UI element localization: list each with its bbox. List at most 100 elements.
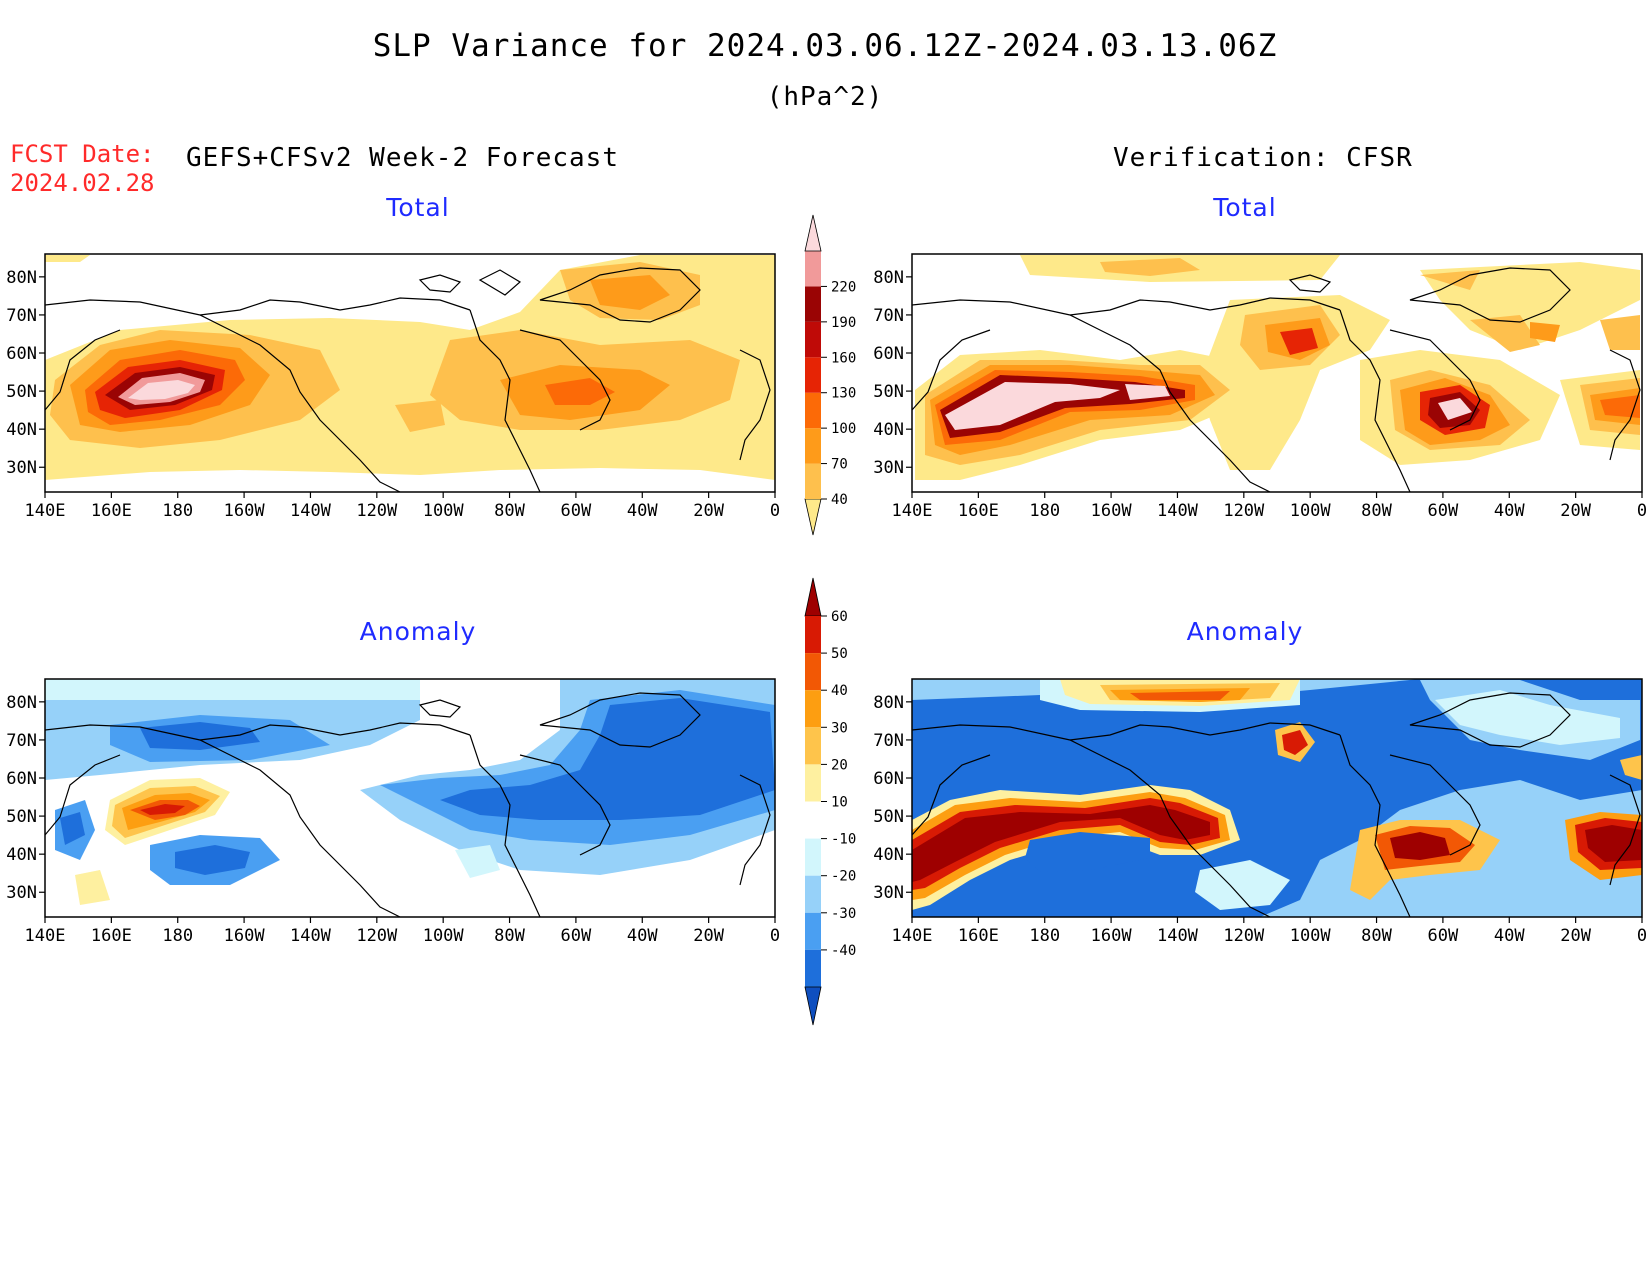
- lat-tick-label: 60N: [873, 344, 904, 364]
- colorbar-segment: [805, 727, 821, 765]
- units-label: (hPa^2): [766, 82, 884, 112]
- colorbar-segment: [805, 463, 821, 499]
- lat-tick-label: 80N: [873, 693, 904, 713]
- map-panel-forecast-anomaly: [45, 679, 775, 917]
- lon-tick-label: 180: [162, 926, 193, 946]
- lon-tick-label: 80W: [494, 501, 525, 521]
- lat-tick-label: 70N: [873, 306, 904, 326]
- lon-tick-label: 160E: [958, 501, 999, 521]
- lon-tick-label: 80W: [1361, 926, 1392, 946]
- lon-tick-label: 0: [770, 501, 780, 521]
- lon-tick-label: 60W: [1428, 501, 1459, 521]
- lon-tick-label: 140E: [25, 926, 66, 946]
- colorbar-segment: [805, 286, 821, 322]
- colorbar-tick-label: 20: [831, 757, 848, 773]
- lon-tick-label: 160W: [224, 501, 266, 521]
- lon-tick-label: 160W: [1091, 501, 1133, 521]
- colorbar-segment: [805, 875, 821, 913]
- panel-frames: [44, 253, 1643, 918]
- lat-tick-label: 50N: [6, 807, 37, 827]
- anomaly-shading: [45, 679, 775, 905]
- forecast-date-block: FCST Date: 2024.02.28: [10, 140, 155, 198]
- lon-tick-label: 120W: [1223, 501, 1265, 521]
- lon-tick-label: 80W: [494, 926, 525, 946]
- lon-tick-label: 40W: [627, 926, 658, 946]
- lon-tick-label: 40W: [1494, 926, 1525, 946]
- colorbar-tick-label: -40: [831, 943, 856, 959]
- lat-tick-label: 30N: [6, 458, 37, 478]
- colorbar-tick-label: 40: [831, 683, 848, 699]
- lat-tick-label: 60N: [6, 769, 37, 789]
- colorbar-segment: [805, 357, 821, 393]
- variance-shading: [915, 255, 1640, 480]
- lon-tick-label: 120W: [1223, 926, 1265, 946]
- colorbar-segment: [805, 801, 821, 839]
- lon-tick-label: 100W: [423, 926, 465, 946]
- right-column-header: Verification: CFSR: [1113, 143, 1413, 173]
- lat-tick-label: 40N: [6, 845, 37, 865]
- lat-tick-label: 50N: [873, 382, 904, 402]
- colorbar-tick-label: 160: [831, 350, 856, 366]
- colorbar-segment: [805, 912, 821, 950]
- lon-tick-label: 60W: [561, 926, 592, 946]
- lat-tick-label: 40N: [873, 420, 904, 440]
- lon-tick-label: 20W: [693, 501, 724, 521]
- lon-tick-label: 120W: [356, 501, 398, 521]
- colorbar-tick-label: 100: [831, 421, 856, 437]
- lat-tick-label: 80N: [6, 693, 37, 713]
- coastlines: [45, 267, 1641, 917]
- lon-tick-label: 0: [770, 926, 780, 946]
- lon-tick-label: 180: [1029, 926, 1060, 946]
- colorbar-tick-label: -30: [831, 906, 856, 922]
- frame-verification-anomaly: [911, 678, 1643, 918]
- forecast-date-value: 2024.02.28: [10, 169, 155, 197]
- colorbar-segment: [805, 616, 821, 654]
- colorbar-total: 40 70 100 130 160 190 220: [804, 214, 856, 536]
- map-panel-verification-total: [912, 254, 1642, 492]
- panel-subtitle-verification-total: Total: [1213, 193, 1277, 222]
- lon-tick-label: 140W: [290, 501, 332, 521]
- forecast-date-label: FCST Date:: [10, 140, 155, 168]
- colorbar-segment: [804, 498, 822, 536]
- lon-tick-label: 0: [1637, 926, 1647, 946]
- frame-verification-total: [911, 253, 1643, 493]
- colorbar-segment: [805, 251, 821, 287]
- lon-tick-label: 40W: [1494, 501, 1525, 521]
- colorbar-segment: [805, 428, 821, 464]
- lat-tick-label: 50N: [6, 382, 37, 402]
- lon-tick-label: 160E: [91, 501, 132, 521]
- colorbar-segment: [804, 214, 822, 252]
- lon-tick-label: 100W: [1290, 926, 1332, 946]
- panel-subtitle-forecast-total: Total: [386, 193, 450, 222]
- panel-subtitle-forecast-anomaly: Anomaly: [359, 617, 477, 646]
- axes-forecast-total: 140E 160E 180 160W 140W 120W 100W 80W 60W 40W 20W 0…: [6, 268, 780, 521]
- lon-tick-label: 20W: [1560, 501, 1591, 521]
- figure-title: SLP Variance for 2024.03.06.12Z-2024.03.…: [372, 28, 1278, 64]
- colorbar-tick-label: 10: [831, 795, 848, 811]
- lon-tick-label: 160E: [91, 926, 132, 946]
- lon-tick-label: 100W: [1290, 501, 1332, 521]
- lat-tick-label: 80N: [873, 268, 904, 288]
- lon-tick-label: 140W: [1157, 501, 1199, 521]
- axes-verification-total: 140E 160E 180 160W 140W 120W 100W 80W 60W 40W 20W 0…: [873, 268, 1647, 521]
- colorbar-tick-label: 60: [831, 609, 848, 625]
- lat-tick-label: 30N: [873, 458, 904, 478]
- lon-tick-label: 40W: [627, 501, 658, 521]
- colorbar-tick-label: 30: [831, 720, 848, 736]
- lon-tick-label: 140E: [25, 501, 66, 521]
- colorbar-tick-label: -20: [831, 869, 856, 885]
- lon-tick-label: 140W: [290, 926, 332, 946]
- colorbar-tick-label: 70: [831, 457, 848, 473]
- lon-tick-label: 0: [1637, 501, 1647, 521]
- colorbar-anomaly: 60 50 40 30 20 10 -10 -20 -30 -40: [804, 577, 856, 1026]
- lat-tick-label: 60N: [6, 344, 37, 364]
- lon-tick-label: 140W: [1157, 926, 1199, 946]
- colorbar-segment: [805, 321, 821, 358]
- colorbar-segment: [805, 690, 821, 728]
- lon-tick-label: 140E: [892, 501, 933, 521]
- anomaly-shading: [912, 679, 1642, 917]
- colorbar-segment: [805, 392, 821, 429]
- colorbar-tick-label: 50: [831, 646, 848, 662]
- lon-tick-label: 20W: [1560, 926, 1591, 946]
- lat-tick-label: 40N: [873, 845, 904, 865]
